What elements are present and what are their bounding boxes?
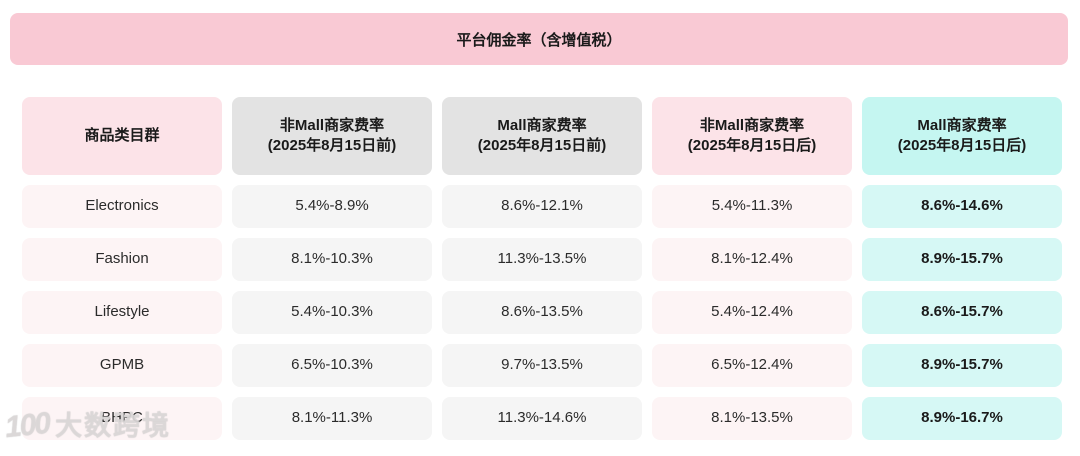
column-header-nonmall-before: 非Mall商家费率 (2025年8月15日前) xyxy=(232,97,432,175)
column-header-label: 非Mall商家费率 xyxy=(699,116,805,134)
rate-cell: 8.6%-13.5% xyxy=(442,291,642,334)
rate-cell: 8.9%-15.7% xyxy=(862,238,1062,281)
column-header-sublabel: (2025年8月15日前) xyxy=(477,137,607,154)
category-label: Lifestyle xyxy=(94,303,150,321)
rate-value: 5.4%-11.3% xyxy=(711,197,793,215)
rate-cell: 6.5%-12.4% xyxy=(652,344,852,387)
column-header-label: Mall商家费率 xyxy=(917,116,1007,134)
row-category-lifestyle: Lifestyle xyxy=(22,291,222,334)
rate-cell: 8.1%-13.5% xyxy=(652,397,852,440)
rate-value: 8.6%-13.5% xyxy=(501,303,583,321)
category-label: GPMB xyxy=(99,356,145,374)
rate-value: 8.1%-12.4% xyxy=(711,250,793,268)
banner-title: 平台佣金率（含增值税） xyxy=(10,13,1068,65)
rate-value: 5.4%-8.9% xyxy=(295,197,369,215)
rate-cell: 8.1%-12.4% xyxy=(652,238,852,281)
rate-cell: 8.9%-16.7% xyxy=(862,397,1062,440)
rate-cell: 8.1%-11.3% xyxy=(232,397,432,440)
rate-value: 11.3%-13.5% xyxy=(497,250,587,268)
rate-cell: 11.3%-13.5% xyxy=(442,238,642,281)
rate-cell: 5.4%-12.4% xyxy=(652,291,852,334)
column-header-sublabel: (2025年8月15日前) xyxy=(267,137,397,154)
rate-value: 8.6%-14.6% xyxy=(921,197,1003,215)
rate-cell: 8.6%-15.7% xyxy=(862,291,1062,334)
rate-value: 11.3%-14.6% xyxy=(497,409,587,427)
row-category-bhpc: BHPC xyxy=(22,397,222,440)
column-header-nonmall-after: 非Mall商家费率 (2025年8月15日后) xyxy=(652,97,852,175)
row-category-gpmb: GPMB xyxy=(22,344,222,387)
rate-value: 6.5%-10.3% xyxy=(291,356,373,374)
column-header-mall-after: Mall商家费率 (2025年8月15日后) xyxy=(862,97,1062,175)
rate-value: 8.9%-16.7% xyxy=(921,409,1003,427)
rate-cell: 8.6%-14.6% xyxy=(862,185,1062,228)
column-header-sublabel: (2025年8月15日后) xyxy=(687,137,817,154)
rate-value: 8.9%-15.7% xyxy=(921,356,1003,374)
column-header-mall-before: Mall商家费率 (2025年8月15日前) xyxy=(442,97,642,175)
category-label: BHPC xyxy=(101,409,143,427)
column-header-label: 非Mall商家费率 xyxy=(279,116,385,134)
rate-cell: 11.3%-14.6% xyxy=(442,397,642,440)
rate-value: 8.6%-15.7% xyxy=(921,303,1003,321)
column-header-category: 商品类目群 xyxy=(22,97,222,175)
rate-value: 8.6%-12.1% xyxy=(501,197,583,215)
rate-value: 5.4%-10.3% xyxy=(291,303,373,321)
rate-cell: 6.5%-10.3% xyxy=(232,344,432,387)
rate-cell: 5.4%-8.9% xyxy=(232,185,432,228)
rate-cell: 8.6%-12.1% xyxy=(442,185,642,228)
rate-cell: 5.4%-10.3% xyxy=(232,291,432,334)
rate-value: 8.1%-10.3% xyxy=(291,250,373,268)
column-header-label: 商品类目群 xyxy=(84,126,160,144)
rate-cell: 8.1%-10.3% xyxy=(232,238,432,281)
rate-cell: 8.9%-15.7% xyxy=(862,344,1062,387)
banner-title-text: 平台佣金率（含增值税） xyxy=(456,31,622,49)
rate-cell: 5.4%-11.3% xyxy=(652,185,852,228)
rate-cell: 9.7%-13.5% xyxy=(442,344,642,387)
rate-value: 5.4%-12.4% xyxy=(711,303,793,321)
rate-value: 6.5%-12.4% xyxy=(711,356,793,374)
rate-value: 8.9%-15.7% xyxy=(921,250,1003,268)
row-category-fashion: Fashion xyxy=(22,238,222,281)
column-header-label: Mall商家费率 xyxy=(497,116,587,134)
row-category-electronics: Electronics xyxy=(22,185,222,228)
column-header-sublabel: (2025年8月15日后) xyxy=(897,137,1027,154)
rate-value: 9.7%-13.5% xyxy=(501,356,583,374)
category-label: Fashion xyxy=(95,250,149,268)
category-label: Electronics xyxy=(85,197,159,215)
rate-value: 8.1%-11.3% xyxy=(291,409,373,427)
commission-table: 商品类目群 非Mall商家费率 (2025年8月15日前) Mall商家费率 (… xyxy=(22,97,1062,440)
rate-value: 8.1%-13.5% xyxy=(711,409,793,427)
